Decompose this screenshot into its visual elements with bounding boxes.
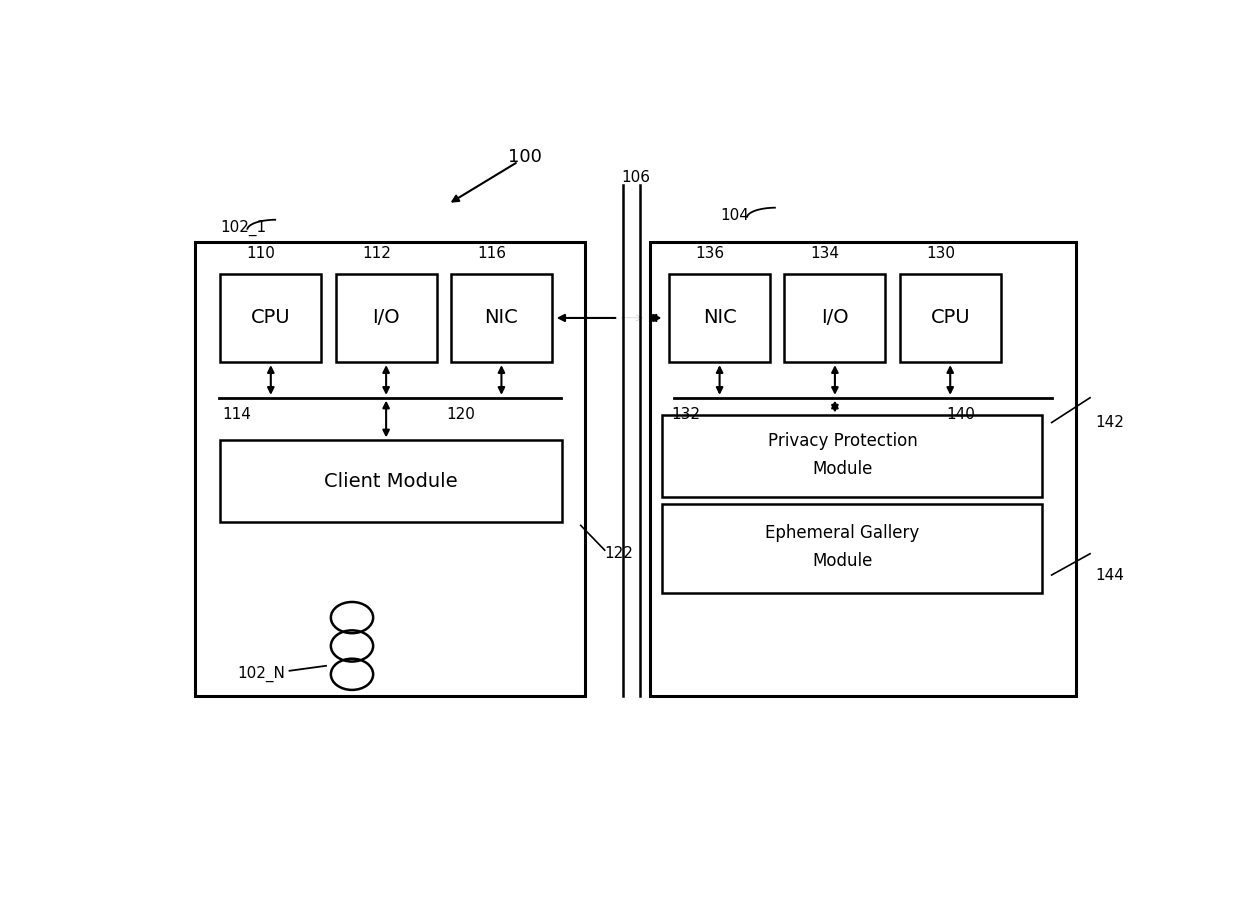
Bar <box>662 504 1042 593</box>
Text: I/O: I/O <box>372 309 401 328</box>
Bar <box>662 415 1042 497</box>
Text: CPU: CPU <box>250 309 290 328</box>
Text: 104: 104 <box>720 208 749 223</box>
Text: 102_N: 102_N <box>237 666 285 682</box>
Text: 132: 132 <box>671 407 701 422</box>
Text: 134: 134 <box>811 246 839 261</box>
Text: NIC: NIC <box>485 309 518 328</box>
Text: 130: 130 <box>926 246 955 261</box>
Bar <box>451 274 552 362</box>
Text: 102_1: 102_1 <box>221 219 267 236</box>
Text: 100: 100 <box>508 147 542 166</box>
Text: 144: 144 <box>1095 567 1123 582</box>
Text: 120: 120 <box>446 407 475 422</box>
Bar <box>785 274 885 362</box>
Text: Module: Module <box>812 460 873 478</box>
Text: 140: 140 <box>946 407 975 422</box>
Text: Client Module: Client Module <box>324 472 458 491</box>
Bar <box>196 241 584 695</box>
Text: 114: 114 <box>222 407 252 422</box>
Text: 106: 106 <box>621 170 650 185</box>
Bar <box>221 274 321 362</box>
Text: Privacy Protection: Privacy Protection <box>768 432 918 449</box>
Text: Ephemeral Gallery: Ephemeral Gallery <box>765 524 920 542</box>
Text: 110: 110 <box>247 246 275 261</box>
Text: I/O: I/O <box>821 309 848 328</box>
Bar <box>670 274 770 362</box>
Bar <box>221 440 562 522</box>
Bar <box>336 274 436 362</box>
Text: 116: 116 <box>477 246 506 261</box>
Text: Module: Module <box>812 553 873 570</box>
Bar <box>900 274 1001 362</box>
Text: NIC: NIC <box>703 309 737 328</box>
Text: 122: 122 <box>605 546 634 561</box>
Text: CPU: CPU <box>930 309 970 328</box>
Bar <box>650 241 1075 695</box>
Text: 112: 112 <box>362 246 391 261</box>
Text: 142: 142 <box>1095 415 1123 430</box>
Text: 136: 136 <box>696 246 724 261</box>
